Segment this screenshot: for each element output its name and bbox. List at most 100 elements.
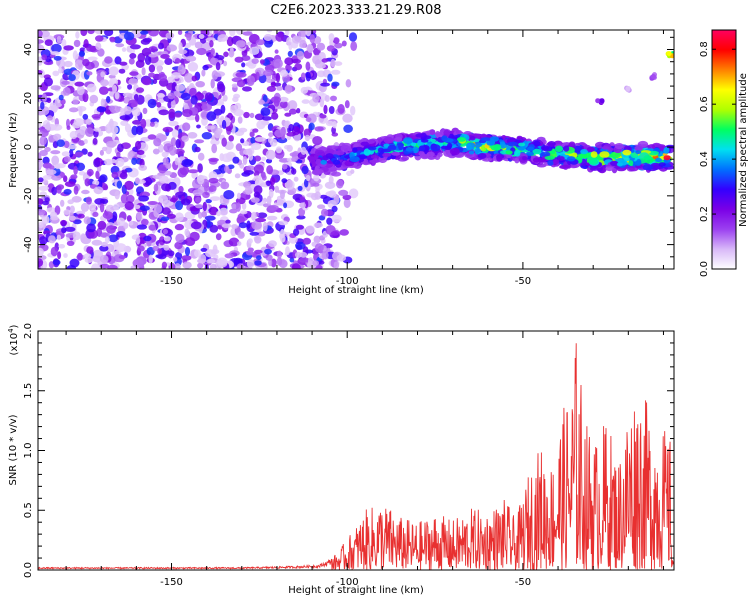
noise-blob: [284, 179, 295, 190]
noise-blob: [102, 211, 114, 219]
spectrogram-blobs: [38, 30, 674, 269]
noise-blob: [215, 61, 221, 71]
noise-blob: [215, 233, 222, 241]
noise-blob: [181, 158, 193, 168]
signal-blob: [634, 160, 642, 166]
noise-blob: [70, 174, 78, 180]
noise-blob: [148, 30, 159, 37]
noise-blob: [287, 100, 298, 111]
noise-blob: [174, 157, 179, 166]
noise-blob: [66, 125, 71, 130]
noise-blob: [305, 71, 311, 82]
noise-blob: [135, 140, 142, 150]
noise-blob: [177, 64, 185, 75]
noise-blob: [105, 243, 115, 253]
signal-blob: [437, 131, 444, 138]
noise-blob: [238, 127, 248, 133]
signal-blob: [622, 149, 632, 156]
noise-blob: [63, 253, 68, 258]
noise-blob: [201, 211, 207, 218]
noise-blob: [61, 227, 67, 234]
noise-blob: [124, 180, 134, 190]
noise-blob: [314, 191, 321, 200]
noise-blob: [197, 163, 203, 173]
noise-blob: [86, 83, 97, 93]
noise-blob: [165, 32, 175, 39]
signal-blob: [525, 151, 535, 156]
noise-blob: [60, 199, 65, 207]
noise-blob: [158, 194, 169, 204]
noise-blob: [111, 171, 119, 179]
noise-blob: [108, 234, 119, 243]
noise-blob: [115, 43, 125, 48]
noise-blob: [191, 75, 198, 82]
noise-blob: [153, 204, 163, 214]
noise-blob: [86, 223, 96, 233]
noise-blob: [143, 235, 152, 242]
signal-blob: [370, 155, 379, 159]
noise-blob: [72, 99, 79, 105]
noise-blob: [253, 164, 264, 174]
signal-blob: [383, 143, 390, 148]
signal-blob: [391, 151, 401, 156]
signal-blob: [455, 130, 462, 134]
noise-blob: [263, 33, 273, 42]
noise-blob: [234, 56, 244, 63]
noise-blob: [174, 223, 184, 231]
noise-blob: [195, 81, 205, 88]
noise-blob: [196, 124, 201, 129]
noise-blob: [138, 164, 148, 171]
colorbar-ticks: 0.0 0.2 0.4 0.6 0.8: [699, 41, 736, 277]
noise-blob: [228, 50, 235, 58]
noise-blob: [208, 177, 219, 184]
noise-blob: [306, 44, 314, 52]
noise-blob: [132, 258, 144, 268]
noise-blob: [271, 112, 279, 120]
noise-blob: [187, 132, 198, 139]
signal-blob: [336, 150, 345, 156]
signal-blob: [616, 162, 624, 167]
noise-blob: [124, 201, 134, 211]
spectrogram-frame: [37, 29, 675, 270]
noise-blob: [285, 30, 290, 36]
noise-blob: [158, 109, 169, 116]
noise-blob: [157, 253, 167, 260]
snr-y-tick-label: 0.5: [23, 502, 34, 518]
signal-blob: [589, 167, 600, 171]
noise-blob: [162, 157, 169, 164]
noise-blob: [109, 118, 114, 129]
noise-blob: [240, 138, 245, 144]
noise-blob: [58, 94, 64, 101]
noise-blob: [134, 204, 141, 209]
noise-blob: [236, 263, 245, 269]
noise-blob: [147, 201, 159, 205]
noise-blob: [135, 87, 145, 93]
noise-blob: [210, 48, 215, 55]
noise-blob: [51, 43, 62, 53]
signal-blob: [610, 151, 621, 159]
noise-blob: [231, 83, 238, 88]
snr-y-multiplier-close: ): [9, 324, 20, 328]
signal-blob: [383, 136, 394, 144]
noise-blob: [218, 98, 225, 104]
noise-blob: [45, 122, 51, 131]
noise-blob: [165, 162, 172, 170]
noise-blob: [299, 202, 306, 208]
noise-blob: [136, 150, 145, 155]
noise-blob: [334, 61, 343, 66]
noise-blob: [76, 210, 86, 215]
noise-blob: [158, 42, 164, 50]
signal-blob: [557, 156, 565, 161]
noise-blob: [75, 31, 80, 39]
noise-blob: [75, 162, 86, 171]
signal-blob: [516, 135, 523, 140]
noise-blob: [254, 249, 263, 254]
noise-blob: [92, 249, 104, 259]
noise-blob: [211, 70, 219, 80]
noise-blob: [78, 106, 83, 117]
noise-blob: [289, 257, 295, 263]
noise-blob: [38, 70, 43, 75]
noise-blob: [157, 164, 168, 174]
noise-blob: [184, 228, 190, 237]
noise-blob: [327, 73, 333, 82]
